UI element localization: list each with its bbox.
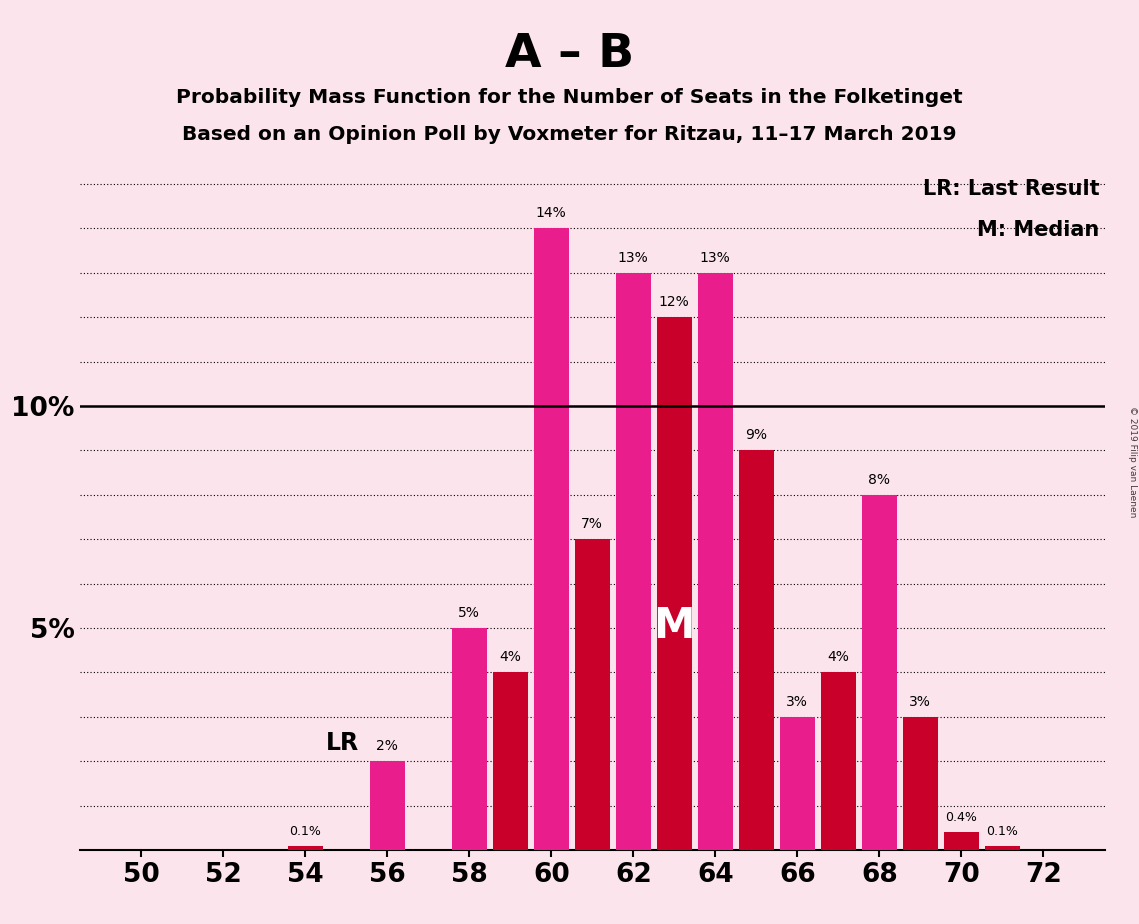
Text: A – B: A – B	[505, 32, 634, 78]
Bar	[698, 273, 732, 850]
Bar	[657, 317, 691, 850]
Text: M: M	[654, 605, 695, 647]
Bar	[739, 450, 773, 850]
Bar	[452, 628, 486, 850]
Text: 4%: 4%	[827, 650, 850, 664]
Text: 5%: 5%	[458, 606, 481, 620]
Bar	[534, 228, 568, 850]
Bar	[903, 717, 937, 850]
Text: 0.1%: 0.1%	[289, 824, 321, 838]
Bar	[575, 540, 609, 850]
Text: LR: Last Result: LR: Last Result	[923, 179, 1099, 199]
Bar	[493, 673, 527, 850]
Text: LR: LR	[326, 731, 359, 755]
Text: 2%: 2%	[376, 739, 399, 753]
Text: Based on an Opinion Poll by Voxmeter for Ritzau, 11–17 March 2019: Based on an Opinion Poll by Voxmeter for…	[182, 125, 957, 144]
Text: 12%: 12%	[659, 295, 689, 310]
Text: 14%: 14%	[536, 206, 566, 220]
Bar	[944, 833, 978, 850]
Bar	[985, 845, 1019, 850]
Text: 3%: 3%	[786, 695, 809, 709]
Text: © 2019 Filip van Laenen: © 2019 Filip van Laenen	[1128, 407, 1137, 517]
Bar	[370, 761, 404, 850]
Bar	[821, 673, 855, 850]
Text: 13%: 13%	[700, 250, 730, 265]
Text: Probability Mass Function for the Number of Seats in the Folketinget: Probability Mass Function for the Number…	[177, 88, 962, 107]
Text: 3%: 3%	[909, 695, 932, 709]
Bar	[862, 494, 896, 850]
Bar	[780, 717, 814, 850]
Text: 7%: 7%	[581, 517, 604, 531]
Text: 0.1%: 0.1%	[986, 824, 1018, 838]
Text: 0.4%: 0.4%	[945, 811, 977, 824]
Text: 13%: 13%	[618, 250, 648, 265]
Bar	[616, 273, 650, 850]
Text: 8%: 8%	[868, 473, 891, 487]
Text: 9%: 9%	[745, 429, 768, 443]
Text: 4%: 4%	[499, 650, 522, 664]
Text: M: Median: M: Median	[977, 220, 1099, 240]
Bar	[288, 845, 322, 850]
